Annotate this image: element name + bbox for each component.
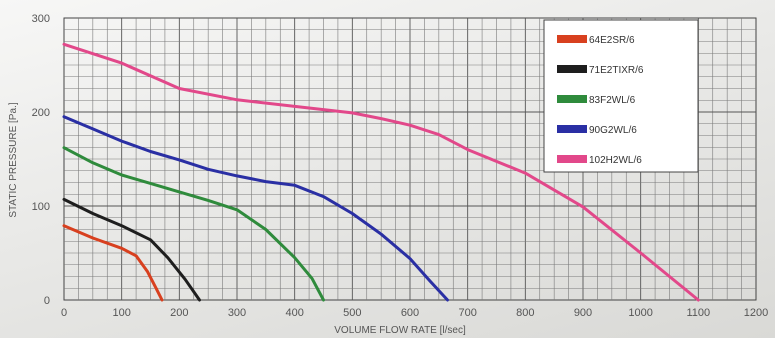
- x-tick-label: 300: [228, 307, 246, 319]
- x-tick-label: 500: [343, 307, 361, 319]
- series-line-90g2wl-6: [62, 115, 449, 302]
- y-tick-label: 0: [44, 295, 50, 307]
- x-tick-label: 400: [285, 307, 303, 319]
- legend-swatch: [557, 95, 587, 103]
- x-tick-label: 100: [112, 307, 130, 319]
- series-line-102h2wl-6: [62, 42, 700, 302]
- legend-label: 64E2SR/6: [589, 35, 635, 46]
- series-lines: [62, 42, 700, 302]
- legend-swatch: [557, 65, 587, 73]
- y-tick-labels: 0 100 200 300: [32, 13, 50, 307]
- x-tick-label: 0: [61, 307, 67, 319]
- legend-swatch: [557, 35, 587, 43]
- legend-label: 83F2WL/6: [589, 95, 636, 106]
- x-tick-label: 1200: [744, 307, 768, 319]
- series-line-83f2wl-6: [62, 146, 325, 302]
- x-tick-label: 600: [401, 307, 419, 319]
- x-tick-label: 700: [458, 307, 476, 319]
- x-tick-label: 200: [170, 307, 188, 319]
- y-tick-label: 300: [32, 13, 50, 25]
- series-line-71e2tixr-6: [62, 197, 201, 302]
- legend-swatch: [557, 125, 587, 133]
- legend-label: 90G2WL/6: [589, 125, 637, 136]
- x-axis-label: VOLUME FLOW RATE [l/sec]: [334, 325, 466, 336]
- x-tick-label: 900: [574, 307, 592, 319]
- x-tick-labels: 0 100 200 300 400 500 600 700 800 900 1000 1100 1200: [61, 307, 768, 319]
- legend-swatch: [557, 155, 587, 163]
- y-axis-label: STATIC PRESSURE [Pa.]: [8, 102, 19, 217]
- y-tick-label: 200: [32, 107, 50, 119]
- x-tick-label: 800: [516, 307, 534, 319]
- x-tick-label: 1100: [687, 307, 711, 319]
- legend-label: 71E2TIXR/6: [589, 65, 644, 76]
- x-tick-label: 1000: [628, 307, 652, 319]
- y-tick-label: 100: [32, 201, 50, 213]
- legend: 64E2SR/6 71E2TIXR/6 83F2WL/6 90G2WL/6 102H2W…: [543, 19, 699, 173]
- legend-label: 102H2WL/6: [589, 155, 642, 166]
- series-line-64e2sr-6: [62, 224, 164, 302]
